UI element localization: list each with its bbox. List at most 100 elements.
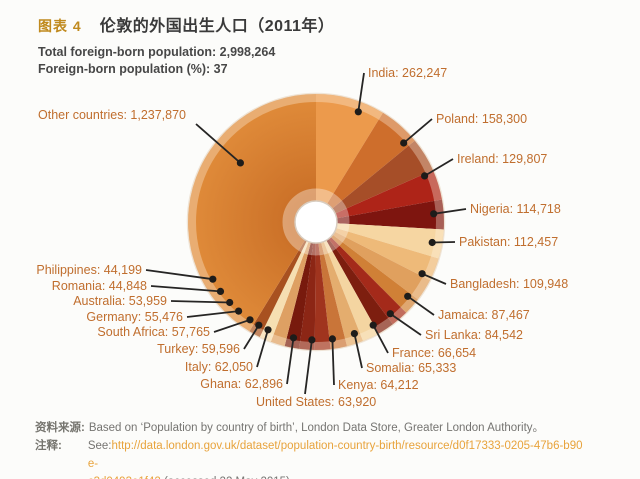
pie-dot-sri-lanka	[386, 310, 394, 318]
pie-label-ireland: Ireland: 129,807	[457, 152, 548, 166]
note-label: 注释:	[35, 440, 62, 452]
pie-dot-australia	[226, 298, 234, 307]
pie-slice-ghana	[320, 240, 363, 347]
pie-label-philippines: Philippines: 44,199	[36, 263, 142, 277]
pie-slice-poland	[326, 112, 415, 210]
pie-slice-jamaica	[333, 227, 439, 281]
pie-slice-india	[316, 93, 383, 205]
source-url-link-2[interactable]: c3d0493e1f42	[88, 476, 161, 479]
pie-label-italy: Italy: 62,050	[184, 360, 253, 374]
pie-outer-bevel	[188, 94, 444, 350]
pie-leader-india	[357, 72, 365, 112]
pie-slice-bangladesh	[335, 223, 444, 259]
pie-label-bangladesh: Bangladesh: 109,948	[450, 277, 569, 291]
pie-label-jamaica: Jamaica: 87,467	[438, 308, 530, 322]
note-line: 注释: See:http://data.london.gov.uk/dataset…	[35, 437, 610, 479]
pie-dot-india	[354, 108, 362, 116]
pie-dot-france	[369, 321, 377, 329]
pie-label-poland: Poland: 158,300	[436, 112, 528, 126]
source-text: Based on ‘Population by country of birth…	[88, 422, 545, 434]
pie-label-germany: Germany: 55,476	[86, 310, 183, 324]
pie-inner-bevel	[282, 188, 350, 256]
pie-leader-philippines	[145, 269, 213, 281]
pie-center-hole	[294, 200, 338, 244]
pie-slice-australia	[270, 240, 312, 347]
pie-leader-germany	[186, 310, 239, 318]
pie-dot-nigeria	[430, 210, 438, 218]
pie-leader-italy	[256, 329, 269, 368]
percent-population-line: Foreign-born population (%): 37	[38, 62, 228, 76]
pie-leader-france	[372, 324, 389, 354]
pie-leader-ghana	[286, 337, 295, 385]
pie-leader-pakistan	[432, 241, 456, 244]
note-see-text: See:	[87, 440, 112, 452]
pie-leader-kenya	[331, 338, 335, 386]
pie-dot-italy	[264, 326, 272, 334]
figure-header: 图表 4 伦敦的外国出生人口（2011年）	[38, 12, 334, 36]
pie-slice-nigeria	[334, 170, 442, 219]
pie-label-australia: Australia: 53,959	[73, 294, 167, 308]
pie-dot-bangladesh	[418, 270, 426, 278]
pie-dot-poland	[400, 139, 408, 147]
pie-leader-bangladesh	[421, 272, 447, 285]
pie-slice-italy	[318, 241, 347, 350]
pie-label-france: France: 66,654	[392, 346, 477, 360]
pie-dot-other-countries	[236, 159, 244, 167]
pie-leader-poland	[403, 118, 433, 144]
pie-dot-united-states	[308, 336, 316, 344]
pie-label-united-states: United States: 63,920	[256, 395, 377, 409]
pie-slice-romania	[259, 240, 309, 342]
pie-slice-somalia	[328, 236, 407, 325]
pie-leader-south-africa	[213, 318, 251, 333]
pie-leader-sri-lanka	[389, 312, 422, 336]
pie-leader-united-states	[304, 339, 313, 395]
source-url-link[interactable]: http://data.london.gov.uk/dataset/popula…	[87, 440, 583, 470]
pie-label-somalia: Somalia: 65,333	[366, 361, 457, 375]
pie-label-kenya: Kenya: 64,212	[338, 378, 419, 392]
pie-label-other-countries: Other countries: 1,237,870	[38, 108, 187, 122]
pie-leader-romania	[150, 285, 221, 293]
pie-leader-other-countries	[195, 123, 241, 164]
source-label: 资料来源:	[35, 422, 85, 434]
pie-dot-romania	[216, 287, 225, 295]
figure-footer: 资料来源: Based on ‘Population by country of …	[35, 419, 610, 479]
pie-slice-france	[330, 234, 418, 313]
pie-label-turkey: Turkey: 59,596	[157, 342, 240, 356]
pie-leader-turkey	[243, 324, 260, 350]
pie-leader-nigeria	[433, 208, 467, 215]
pie-slice-sri-lanka	[331, 231, 430, 300]
pie-leader-australia	[170, 300, 230, 304]
pie-leader-ireland	[424, 158, 454, 177]
pie-dot-jamaica	[404, 292, 412, 300]
pie-leader-somalia	[353, 333, 363, 369]
pie-outer-edge	[186, 92, 446, 352]
source-line: 资料来源: Based on ‘Population by country of …	[35, 419, 610, 437]
pie-label-pakistan: Pakistan: 112,457	[459, 235, 559, 249]
figure-tag: 图表 4	[38, 18, 82, 34]
pie-label-romania: Romania: 44,848	[51, 279, 147, 293]
pie-slice-philippines	[249, 239, 308, 337]
pie-slice-united-states	[323, 239, 379, 341]
pie-label-south-africa: South Africa: 57,765	[97, 325, 210, 339]
pie-slice-turkey	[314, 241, 331, 351]
pie-dot-germany	[235, 307, 243, 315]
pie-slice-other-countries	[188, 94, 316, 332]
pie-slice-pakistan	[335, 199, 445, 230]
pie-dot-kenya	[328, 335, 336, 343]
pie-dot-somalia	[350, 330, 358, 338]
page-title: 伦敦的外国出生人口（2011年）	[99, 18, 335, 35]
pie-label-india: India: 262,247	[368, 66, 448, 80]
pie-slice-germany	[284, 241, 314, 349]
pie-dot-south-africa	[246, 316, 254, 324]
pie-dot-ireland	[421, 172, 429, 180]
pie-label-sri-lanka: Sri Lanka: 84,542	[425, 328, 523, 342]
pie-slice-ireland	[331, 140, 433, 214]
accessed-text: (accessed 22 May 2015)。	[161, 476, 301, 479]
pie-dot-pakistan	[428, 238, 436, 247]
pie-slice-south-africa	[299, 241, 316, 350]
pie-label-ghana: Ghana: 62,896	[200, 377, 283, 391]
total-population-line: Total foreign-born population: 2,998,264	[38, 45, 276, 59]
pie-leader-jamaica	[407, 295, 435, 316]
